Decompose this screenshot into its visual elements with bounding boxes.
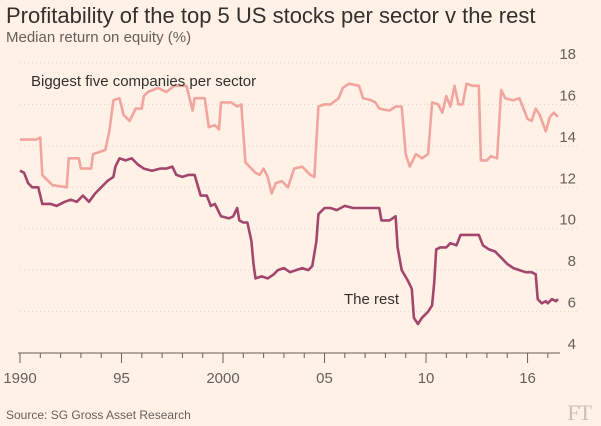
y-tick-label-16: 16 — [559, 87, 576, 104]
x-tick-label-16: 16 — [519, 370, 536, 387]
x-tick-label-2000: 2000 — [206, 370, 239, 387]
y-tick-label-4: 4 — [568, 336, 576, 353]
y-tick-label-6: 6 — [568, 295, 576, 312]
chart-subtitle: Median return on equity (%) — [6, 29, 192, 46]
y-tick-label-10: 10 — [559, 212, 576, 229]
x-axis: 1990 95 2000 05 10 16 — [3, 352, 560, 387]
x-tick-label-10: 10 — [418, 370, 435, 387]
ft-logo: FT — [567, 400, 592, 425]
source-note: Source: SG Gross Asset Research — [6, 408, 191, 422]
gridlines — [20, 62, 580, 313]
x-tick-label-1990: 1990 — [3, 370, 36, 387]
y-tick-label-18: 18 — [559, 46, 576, 63]
y-axis-labels: 4 6 8 10 12 14 16 18 — [559, 46, 576, 353]
x-tick-label-95: 95 — [113, 370, 130, 387]
series-label-the-rest: The rest — [344, 291, 400, 308]
y-tick-label-14: 14 — [559, 129, 576, 146]
series-line-the-rest — [19, 157, 559, 326]
series-line-biggest-five — [20, 82, 559, 195]
chart-title: Profitability of the top 5 US stocks per… — [6, 3, 536, 28]
series-labels: Biggest five companies per sector The res… — [31, 73, 400, 308]
y-tick-label-8: 8 — [568, 253, 576, 270]
x-tick-label-05: 05 — [316, 370, 333, 387]
y-tick-label-12: 12 — [559, 170, 576, 187]
series-lines — [19, 82, 559, 326]
series-label-biggest-five: Biggest five companies per sector — [31, 73, 256, 90]
